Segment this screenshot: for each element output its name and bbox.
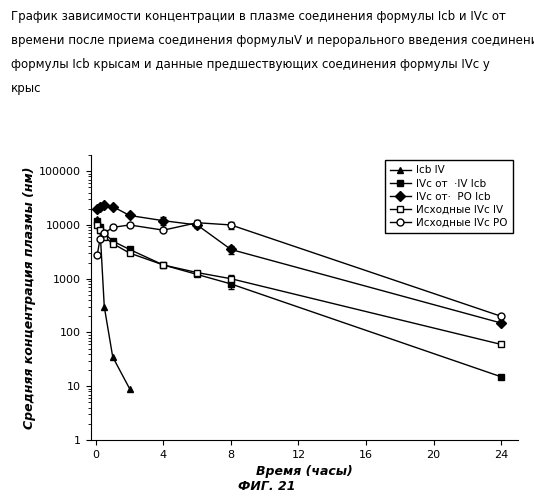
Text: График зависимости концентрации в плазме соединения формулы Icb и IVc от: График зависимости концентрации в плазме…: [11, 10, 506, 23]
Legend: Icb IV, IVc от  ·IV Icb, IVc от·  PO Icb, Исходные IVc IV, Исходные IVc PO: Icb IV, IVc от ·IV Icb, IVc от· PO Icb, …: [385, 160, 513, 233]
Y-axis label: Средняя концентрация плазмы (нм): Средняя концентрация плазмы (нм): [23, 166, 36, 428]
X-axis label: Время (часы): Время (часы): [256, 466, 353, 478]
Text: крыс: крыс: [11, 82, 41, 95]
Text: времени после приема соединения формулыV и перорального введения соединения: времени после приема соединения формулыV…: [11, 34, 534, 47]
Text: ФИГ. 21: ФИГ. 21: [238, 480, 296, 493]
Text: формулы Icb крысам и данные предшествующих соединения формулы IVc у: формулы Icb крысам и данные предшествующ…: [11, 58, 490, 71]
